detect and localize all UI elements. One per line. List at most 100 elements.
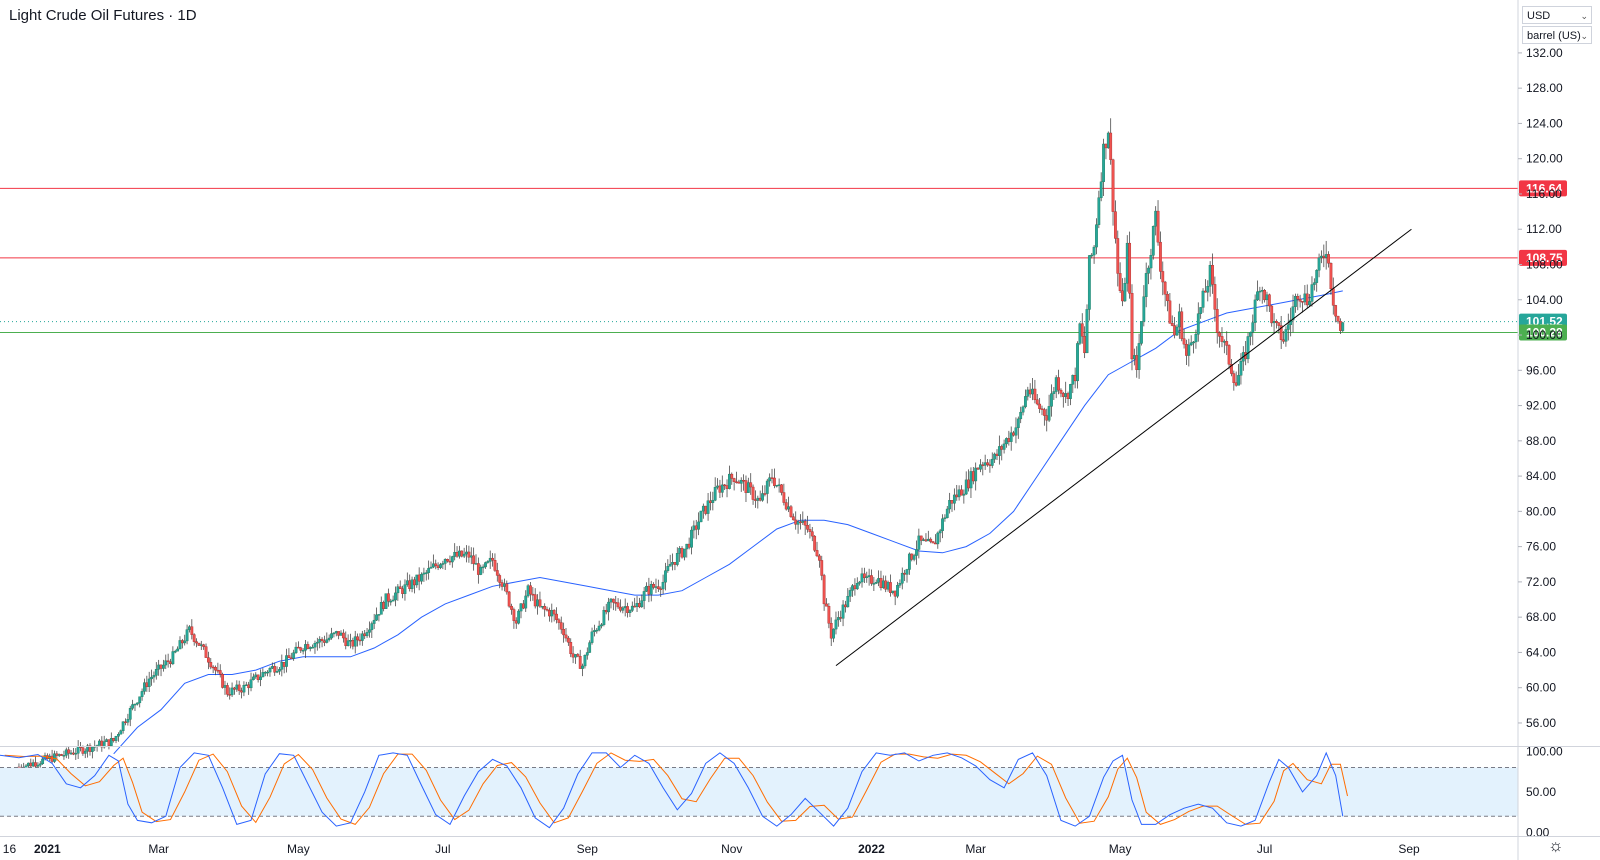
candle-body <box>159 664 163 669</box>
candle-body <box>273 666 277 673</box>
time-tick-label: May <box>287 842 310 856</box>
candle-body <box>38 763 42 766</box>
candle-body <box>1059 389 1063 394</box>
candle-body <box>979 464 982 470</box>
candle-body <box>680 548 684 558</box>
candle-body <box>1128 242 1132 294</box>
candle-body <box>1286 324 1290 330</box>
stochastic-tick-label: 100.00 <box>1526 744 1563 758</box>
candle-body <box>493 560 497 571</box>
candle-body <box>1303 293 1307 303</box>
candle-body <box>450 556 454 563</box>
candle-body <box>981 464 985 466</box>
candle-body <box>1312 282 1316 285</box>
candle-body <box>162 664 165 669</box>
candle-body <box>358 639 362 642</box>
candle-body <box>313 643 317 648</box>
candle-body <box>1279 325 1283 341</box>
candle-body <box>799 521 802 523</box>
candle-body <box>1196 313 1200 335</box>
price-tick-label: 116.00 <box>1526 187 1562 201</box>
candle-body <box>841 604 845 619</box>
candle-body <box>105 739 108 742</box>
price-badge-label: 108.75 <box>1526 251 1563 265</box>
candle-body <box>481 566 485 569</box>
candle-body <box>223 685 227 688</box>
candle-body <box>1047 406 1051 421</box>
candle-body <box>308 647 312 649</box>
candle-body <box>455 551 459 557</box>
candle-body <box>1012 432 1015 436</box>
candle-body <box>503 583 506 587</box>
candle-body <box>872 583 876 585</box>
candle-body <box>176 648 180 652</box>
candle-body <box>709 500 712 503</box>
candle-body <box>540 606 544 608</box>
candle-body <box>441 563 445 565</box>
candle-body <box>706 500 710 514</box>
candle-body <box>521 603 525 609</box>
candle-body <box>1092 246 1096 256</box>
candle-body <box>905 569 909 575</box>
candle-body <box>952 494 956 504</box>
candle-body <box>924 539 928 542</box>
currency-select[interactable]: USD ⌄ <box>1522 6 1592 24</box>
support-trendline <box>835 228 1412 667</box>
candle-body <box>604 609 608 613</box>
candle-body <box>791 516 795 521</box>
candle-body <box>81 747 85 754</box>
candle-body <box>1161 271 1165 283</box>
candle-body <box>656 586 660 589</box>
candle-body <box>36 764 40 767</box>
candle-body <box>855 582 859 590</box>
candle-body <box>469 555 473 558</box>
candle-body <box>1218 332 1222 337</box>
candle-body <box>654 586 658 588</box>
candle-body <box>510 605 513 610</box>
price-badge <box>1519 249 1567 266</box>
candle-body <box>543 606 547 610</box>
candle-body <box>853 585 857 590</box>
candle-body <box>1253 299 1257 323</box>
candle-body <box>1166 294 1169 302</box>
candle-body <box>133 703 137 706</box>
candle-body <box>986 462 989 465</box>
candle-body <box>723 484 727 487</box>
candle-body <box>408 580 412 589</box>
candle-body <box>410 579 414 589</box>
candle-body <box>1270 305 1274 324</box>
candle-body <box>590 631 594 643</box>
candle-body <box>128 708 132 720</box>
candle-body <box>846 596 850 608</box>
price-tick-label: 60.00 <box>1526 681 1556 695</box>
candle-body <box>683 548 686 558</box>
candle-body <box>628 610 632 613</box>
candle-body <box>699 510 703 523</box>
candle-body <box>661 581 665 590</box>
candle-body <box>1076 343 1079 382</box>
candle-body <box>931 541 935 544</box>
candle-body <box>784 502 788 510</box>
candle-body <box>1151 225 1155 256</box>
candle-body <box>1106 132 1110 149</box>
candle-body <box>796 521 800 525</box>
candle-body <box>1031 388 1034 395</box>
candle-body <box>495 570 499 576</box>
candle-body <box>1080 323 1084 337</box>
price-tick-label: 84.00 <box>1526 469 1556 483</box>
gear-icon[interactable]: ☼ <box>1548 836 1564 855</box>
candle-body <box>143 682 146 692</box>
candle-body <box>697 521 701 530</box>
unit-select[interactable]: barrel (US) ⌄ <box>1522 26 1592 44</box>
candle-body <box>827 606 831 624</box>
candle-body <box>1230 364 1233 374</box>
candle-body <box>943 517 947 519</box>
candle-body <box>538 599 542 607</box>
candle-body <box>1069 384 1072 399</box>
candle-body <box>533 594 537 607</box>
candle-body <box>117 734 120 737</box>
candle-body <box>178 640 182 650</box>
candle-body <box>780 484 783 493</box>
candle-body <box>67 749 71 754</box>
candle-body <box>41 758 45 765</box>
